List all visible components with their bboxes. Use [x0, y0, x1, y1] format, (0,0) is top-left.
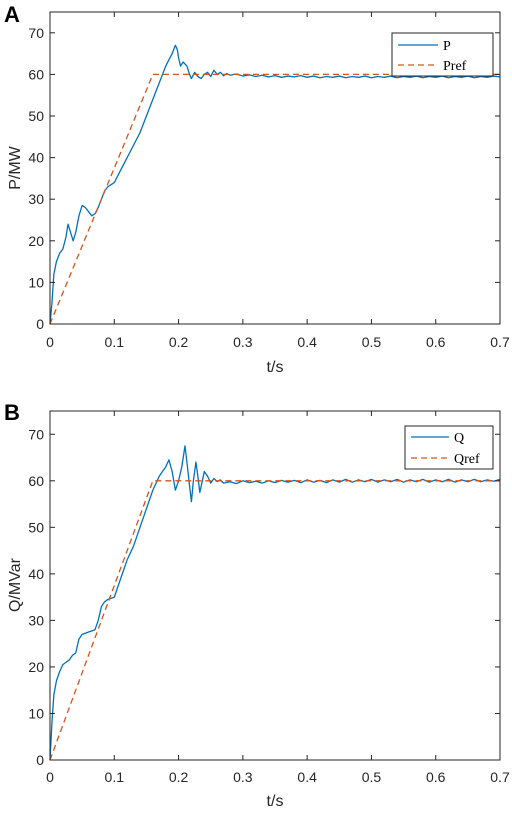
panel-a-y-tick-label: 20 [28, 233, 44, 249]
panel-a-y-tick-label: 50 [28, 108, 44, 124]
panel-b-x-tick-label: 0.5 [362, 769, 382, 785]
panel-a-x-tick-label: 0.7 [490, 334, 510, 350]
panel-a-x-axis-label: t/s [267, 359, 284, 376]
panel-b-series-q [49, 445, 501, 761]
panel-b-y-tick-label: 10 [28, 705, 44, 721]
panel-a-x-tick-label: 0.2 [169, 334, 189, 350]
panel-b-y-axis-label: Q/MVar [7, 557, 24, 612]
panel-a-x-tick-label: 0.6 [426, 334, 446, 350]
panel-a-x-tick-label: 0.5 [362, 334, 382, 350]
panel-b-x-tick-label: 0.7 [490, 769, 510, 785]
panel-a-y-tick-label: 70 [28, 25, 44, 41]
panel-a-y-axis-label: P/MW [7, 145, 24, 189]
panel-b-y-tick-label: 20 [28, 659, 44, 675]
panel-b-legend-label-qref: Qref [454, 452, 480, 467]
panel-b-y-tick-label: 0 [36, 752, 44, 768]
panel-a-legend-label-pref: Pref [443, 59, 467, 74]
panel-a-legend-box [391, 32, 494, 77]
panel-a-series-layer [49, 44, 501, 325]
panel-b-ticks: 0 0.1 0.2 0.3 0.4 0.5 0.6 0.7 0 10 20 30 40 50 60 70 [28, 411, 510, 785]
panel-b-x-tick-label: 0 [46, 769, 54, 785]
panel-b-label: B [4, 400, 20, 425]
panel-a-ticks: 0 0.1 0.2 0.3 0.4 0.5 0.6 0.7 0 10 20 30 40 50 60 70 [28, 12, 510, 350]
panel-b-x-tick-label: 0.2 [169, 769, 189, 785]
panel-a-x-tick-label: 0.4 [297, 334, 317, 350]
panel-b-y-tick-label: 60 [28, 473, 44, 489]
panel-b-axes-box [49, 410, 501, 761]
panel-a-y-tick-label: 40 [28, 150, 44, 166]
panel-b-x-tick-label: 0.6 [426, 769, 446, 785]
panel-a-legend: P Pref [391, 32, 494, 77]
panel-a-legend-label-p: P [443, 39, 451, 54]
panel-b-y-tick-label: 50 [28, 519, 44, 535]
panel-b-x-tick-label: 0.3 [233, 769, 253, 785]
panel-a-y-tick-label: 30 [28, 191, 44, 207]
panel-a-y-tick-label: 60 [28, 66, 44, 82]
panel-b-x-axis-label: t/s [267, 793, 284, 810]
panel-a-y-tick-label: 10 [28, 274, 44, 290]
panel-b: B 0 0.1 0.2 0.3 0.4 0.5 0.6 0.7010203040506070 … [4, 400, 510, 810]
panel-b-x-tick-label: 0.1 [105, 769, 125, 785]
panel-b-series-layer [49, 445, 501, 761]
panel-a-series-pref [49, 73, 500, 325]
panel-a-label: A [4, 2, 20, 27]
panel-b-y-tick-label: 40 [28, 566, 44, 582]
panel-a-axes-box [49, 11, 501, 325]
panel-a-x-tick-label: 0 [46, 334, 54, 350]
panel-a-x-tick-label: 0.1 [105, 334, 125, 350]
panel-a-series-p [49, 44, 501, 325]
panel-b-y-tick-label: 30 [28, 612, 44, 628]
panel-b-x-tick-label: 0.4 [297, 769, 317, 785]
panel-b-legend-box [404, 425, 494, 470]
panel-a: A 0 0.1 0.2 0.3 0.4 0.5 0.6 0.7010203040506070 … [4, 2, 510, 376]
panel-b-legend: Q Qref [404, 425, 494, 470]
panel-a-x-tick-label: 0.3 [233, 334, 253, 350]
panel-b-y-tick-label: 70 [28, 426, 44, 442]
panel-b-legend-label-q: Q [454, 431, 464, 446]
panel-a-y-tick-label: 0 [36, 316, 44, 332]
